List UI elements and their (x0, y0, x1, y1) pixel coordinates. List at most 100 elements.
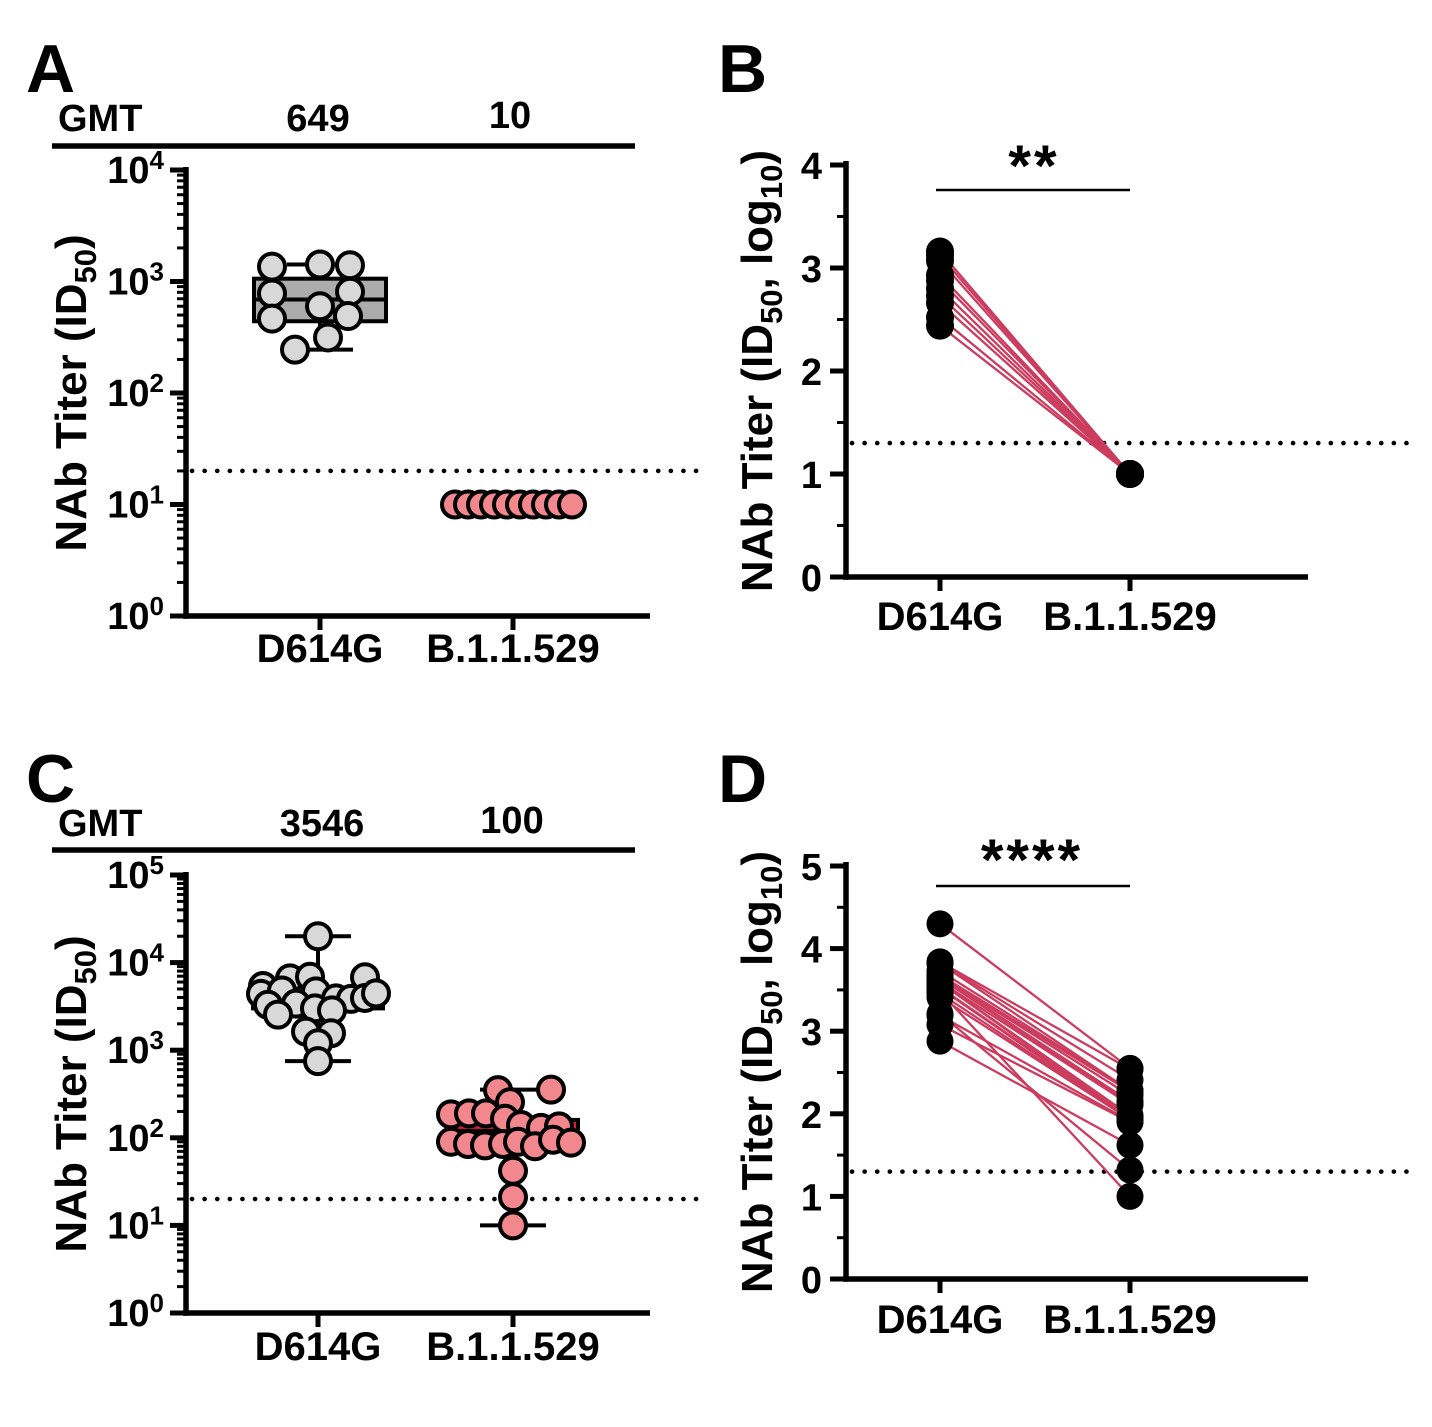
panel-c-gmt-value-d614g: 3546 (280, 803, 365, 845)
paired-point-b11529 (1116, 1108, 1144, 1136)
y-tick-label: 102 (107, 368, 164, 415)
panel-b-xtick-label-b11529: B.1.1.529 (1043, 595, 1216, 639)
scatter-point (303, 1046, 333, 1077)
y-tick-label: 103 (107, 257, 164, 304)
paired-point-b11529 (1116, 460, 1144, 488)
scatter-point (361, 978, 391, 1009)
panel-c-y-axis-title: NAb Titer (ID50) (47, 935, 103, 1252)
y-tick-label: 4 (801, 146, 822, 188)
y-tick-label: 101 (107, 1200, 164, 1247)
scatter-point (305, 291, 335, 322)
panel-a-y-axis-title: NAb Titer (ID50) (47, 234, 103, 551)
scatter-point (257, 251, 287, 282)
y-tick-label: 2 (801, 352, 822, 394)
scatter-point (498, 1155, 528, 1186)
panel-b-letter: B (718, 31, 767, 107)
panel-d: D NAb Titer (ID50, log10) 0 1 2 3 4 5 **** D6… (718, 741, 1411, 1342)
pair-line (939, 324, 1131, 475)
panel-c-xtick-label-b11529: B.1.1.529 (426, 1325, 599, 1369)
panel-a-plot: 100 101 102 103 104 (107, 145, 703, 638)
y-tick-label: 105 (107, 850, 164, 897)
scatter-point (257, 303, 287, 334)
panel-d-xtick-label-d614g: D614G (877, 1298, 1004, 1342)
y-tick-label: 101 (107, 480, 164, 527)
y-tick-label: 2 (801, 1095, 822, 1137)
y-tick-label: 100 (107, 1288, 164, 1335)
paired-point-b11529 (1116, 1156, 1144, 1184)
pair-line (939, 1023, 1131, 1124)
scatter-point (536, 1074, 566, 1105)
pair-line (939, 974, 1131, 1093)
pair-line (939, 974, 1131, 1097)
scatter-point (335, 276, 365, 307)
scatter-point (305, 249, 335, 280)
panel-b-significance-stars: ** (1008, 134, 1059, 199)
pair-line (939, 987, 1131, 1120)
panel-c-gmt-label: GMT (58, 803, 142, 845)
paired-point-d614g (926, 311, 954, 340)
y-tick-label: 104 (107, 145, 164, 192)
scatter-point (263, 999, 293, 1030)
y-tick-label: 1 (801, 455, 822, 497)
panel-c-plot: 100 101 102 103 104 105 (107, 850, 703, 1335)
paired-point-b11529 (1116, 1131, 1144, 1159)
scatter-point (257, 278, 287, 309)
pair-line (939, 980, 1131, 1106)
pair-line (939, 961, 1131, 1081)
y-tick-label: 3 (801, 1012, 822, 1054)
paired-point-d614g (926, 1027, 954, 1055)
pair-line (939, 969, 1131, 1092)
y-tick-label: 1 (801, 1177, 822, 1219)
panel-c-letter: C (26, 741, 75, 817)
y-tick-label: 104 (107, 938, 164, 985)
panel-c-xtick-label-d614g: D614G (255, 1325, 382, 1369)
panel-b-plot: 0 1 2 3 4 (801, 146, 1411, 600)
paired-point-d614g (926, 910, 954, 938)
panel-d-xtick-label-b11529: B.1.1.529 (1043, 1298, 1216, 1342)
scatter-point (335, 250, 365, 281)
panel-b-xtick-label-d614g: D614G (877, 595, 1004, 639)
pair-line (939, 960, 1131, 1071)
pair-line (939, 302, 1131, 475)
panel-c-gmt-value-b11529: 100 (480, 800, 543, 842)
panel-b-y-axis-title: NAb Titer (ID50, log10) (733, 150, 789, 592)
paired-point-b11529 (1116, 1182, 1144, 1210)
pair-line (939, 1040, 1131, 1147)
scatter-point (313, 322, 343, 353)
scatter-point (333, 301, 363, 332)
y-tick-label: 0 (801, 558, 822, 600)
y-tick-label: 4 (801, 930, 822, 972)
panel-a-gmt-value-b11529: 10 (489, 95, 531, 137)
panel-a-xtick-label-d614g: D614G (257, 627, 384, 671)
scatter-point (280, 334, 310, 365)
panel-d-significance-stars: **** (981, 828, 1083, 893)
y-tick-label: 3 (801, 249, 822, 291)
scatter-point (303, 921, 333, 952)
y-tick-label: 5 (801, 847, 822, 889)
panel-c: C GMT 3546 100 NAb Titer (ID50) 10010110… (26, 741, 703, 1369)
pair-line (939, 1014, 1131, 1123)
pair-line (939, 922, 1131, 1070)
scatter-point (556, 1127, 586, 1158)
scatter-point (498, 1182, 528, 1213)
scatter-point (557, 489, 587, 520)
pair-line (939, 996, 1131, 1121)
y-tick-label: 103 (107, 1025, 164, 1072)
panel-a-xtick-label-b11529: B.1.1.529 (426, 627, 599, 671)
panel-a-letter: A (26, 31, 75, 107)
scatter-point (498, 1210, 528, 1241)
pair-line (939, 977, 1131, 1105)
y-tick-label: 0 (801, 1260, 822, 1302)
y-tick-label: 102 (107, 1113, 164, 1160)
panel-d-plot: 0 1 2 3 4 5 (801, 847, 1411, 1302)
panel-a-gmt-value-d614g: 649 (286, 98, 349, 140)
panel-a: A GMT 649 10 NAb Titer (ID50) 1001011021… (26, 31, 703, 671)
panel-d-letter: D (718, 741, 767, 817)
panel-d-y-axis-title: NAb Titer (ID50, log10) (733, 851, 789, 1293)
pair-line (939, 260, 1131, 475)
panel-a-gmt-label: GMT (58, 98, 142, 140)
panel-b: B NAb Titer (ID50, log10) 0 1 2 3 4 ** D614G… (718, 31, 1411, 639)
y-tick-label: 100 (107, 591, 164, 638)
